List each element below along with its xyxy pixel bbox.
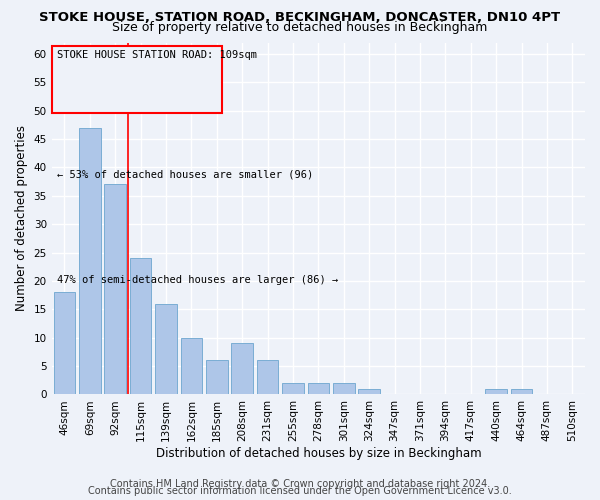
Bar: [79, 128, 101, 394]
Bar: [155, 304, 177, 394]
Text: STOKE HOUSE, STATION ROAD, BECKINGHAM, DONCASTER, DN10 4PT: STOKE HOUSE, STATION ROAD, BECKINGHAM, D…: [40, 11, 560, 24]
Bar: [104, 184, 126, 394]
Bar: [511, 389, 532, 394]
Text: Contains public sector information licensed under the Open Government Licence v3: Contains public sector information licen…: [88, 486, 512, 496]
X-axis label: Distribution of detached houses by size in Beckingham: Distribution of detached houses by size …: [155, 447, 481, 460]
Bar: [282, 383, 304, 394]
Bar: [130, 258, 151, 394]
Text: ← 53% of detached houses are smaller (96): ← 53% of detached houses are smaller (96…: [57, 169, 313, 179]
Text: Size of property relative to detached houses in Beckingham: Size of property relative to detached ho…: [112, 21, 488, 34]
Bar: [308, 383, 329, 394]
Text: 47% of semi-detached houses are larger (86) →: 47% of semi-detached houses are larger (…: [57, 275, 338, 285]
Text: STOKE HOUSE STATION ROAD: 109sqm: STOKE HOUSE STATION ROAD: 109sqm: [57, 50, 257, 59]
FancyBboxPatch shape: [52, 46, 223, 113]
Bar: [53, 292, 75, 394]
Bar: [232, 344, 253, 394]
Bar: [206, 360, 227, 394]
Bar: [181, 338, 202, 394]
Bar: [485, 389, 507, 394]
Bar: [257, 360, 278, 394]
Bar: [333, 383, 355, 394]
Text: Contains HM Land Registry data © Crown copyright and database right 2024.: Contains HM Land Registry data © Crown c…: [110, 479, 490, 489]
Bar: [358, 389, 380, 394]
Y-axis label: Number of detached properties: Number of detached properties: [15, 126, 28, 312]
